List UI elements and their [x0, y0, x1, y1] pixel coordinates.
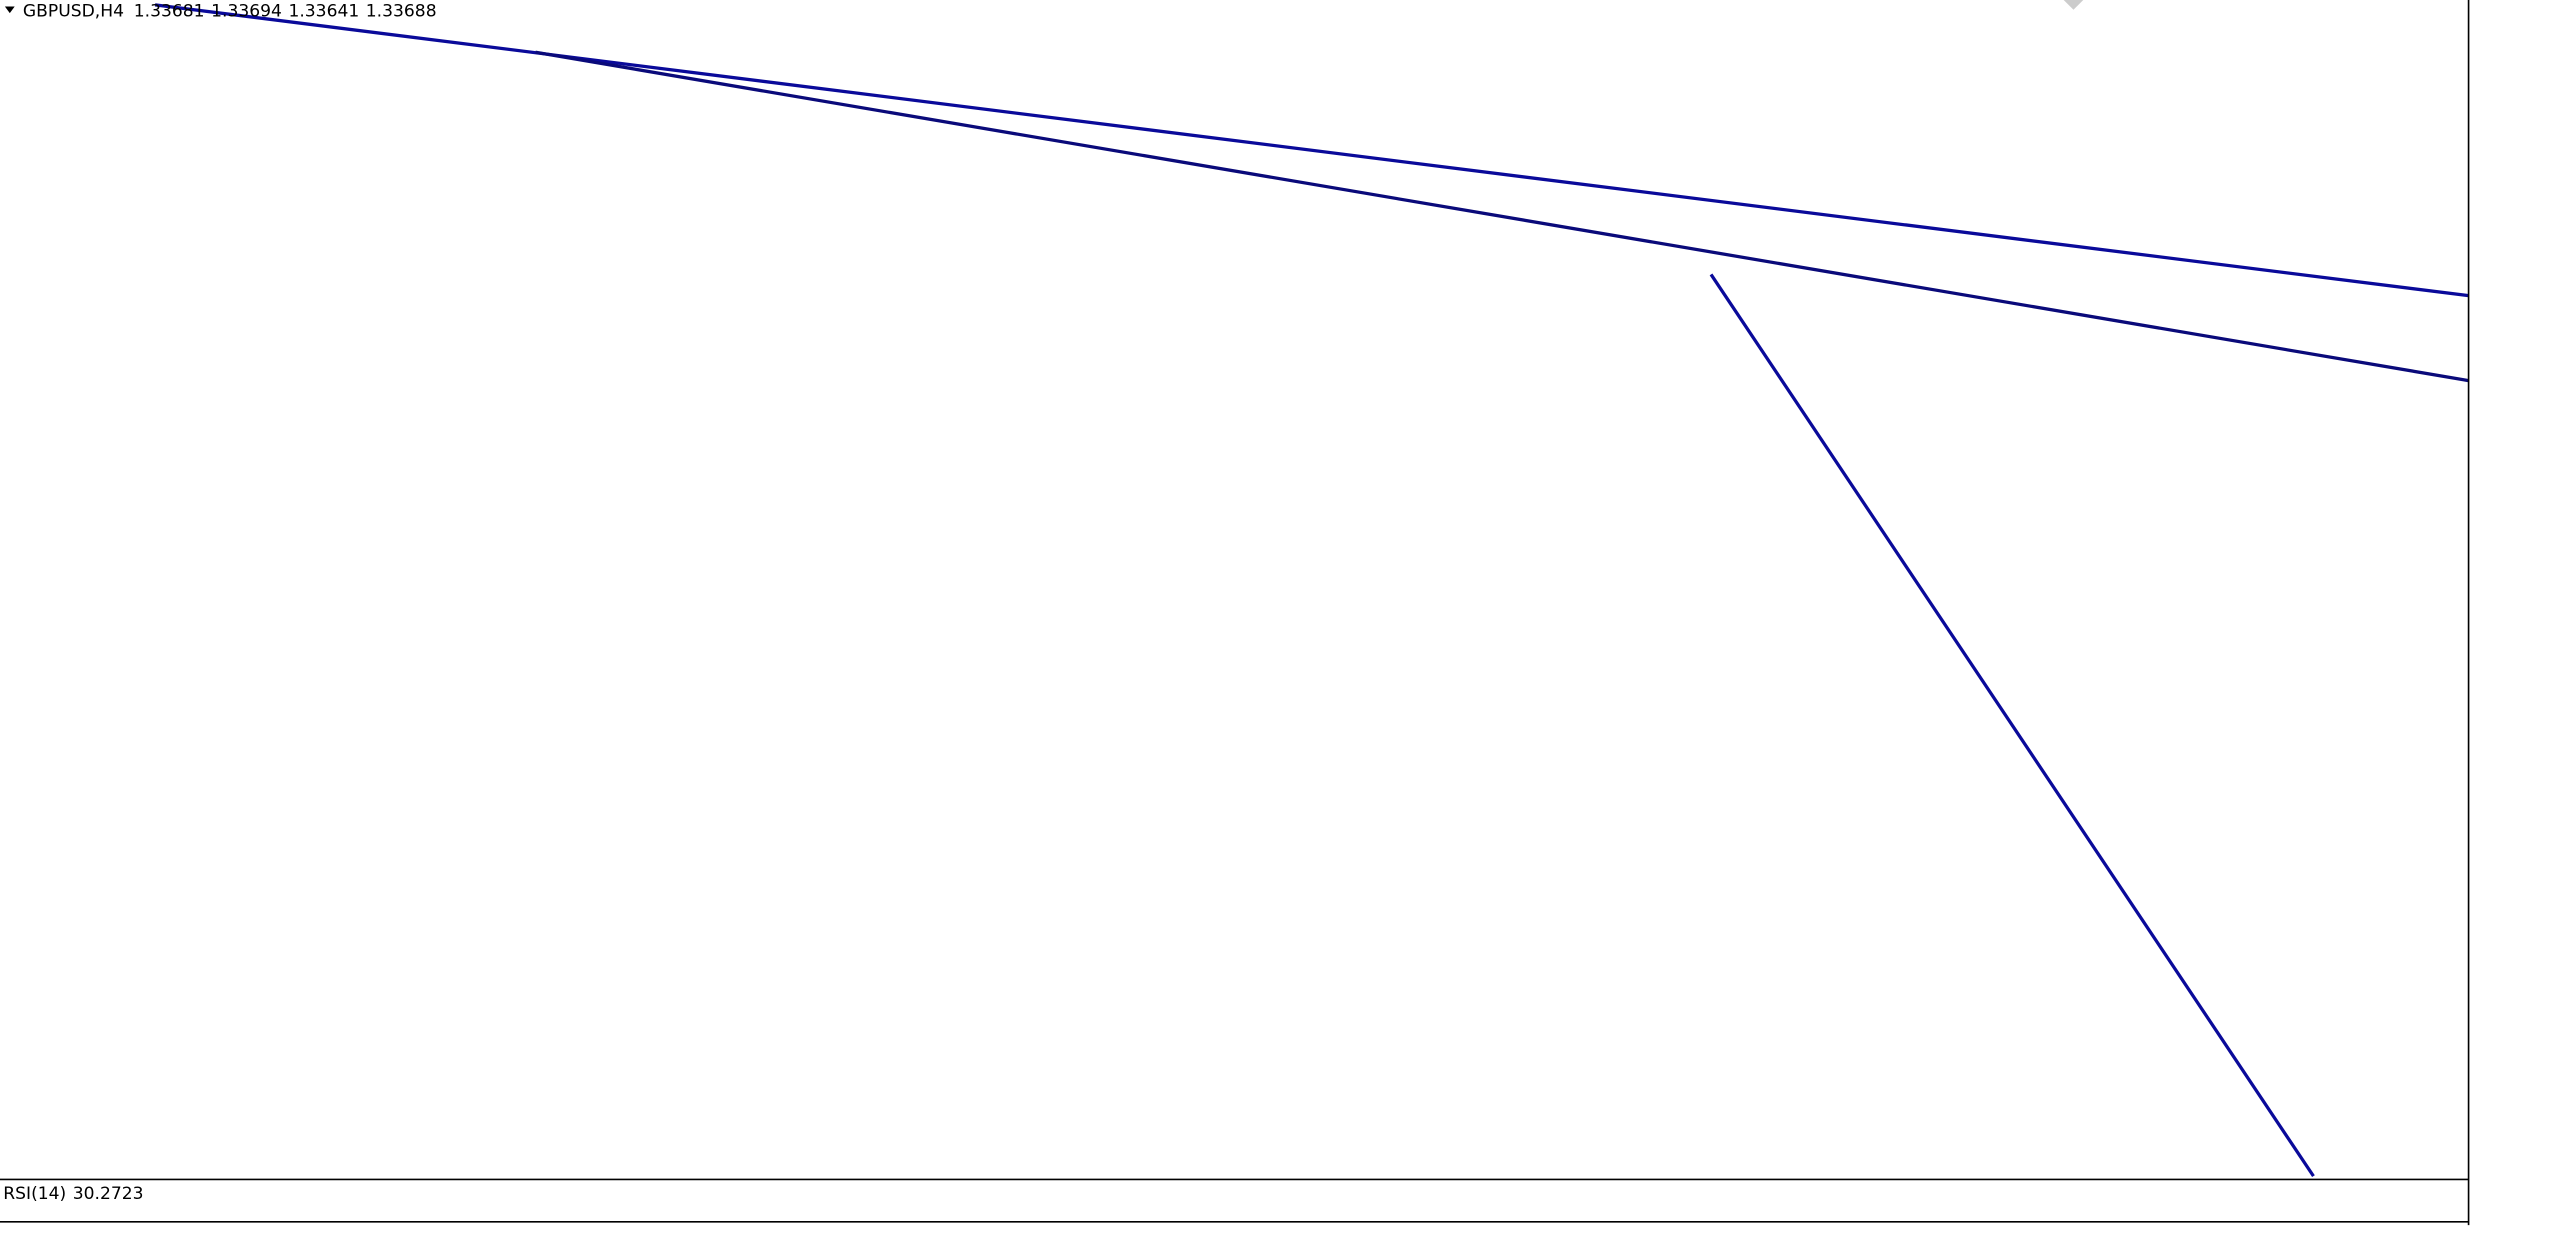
menu-arrow	[4, 6, 15, 14]
trendlines	[154, 3, 2469, 1178]
trendline	[1709, 273, 2315, 1178]
trendline	[535, 50, 2469, 383]
rsi-header: RSI(14) 30.2723	[3, 1184, 143, 1204]
marker	[2063, 0, 2084, 10]
header: GBPUSD,H4 1.33681 1.33694 1.33641 1.33688	[23, 1, 437, 21]
